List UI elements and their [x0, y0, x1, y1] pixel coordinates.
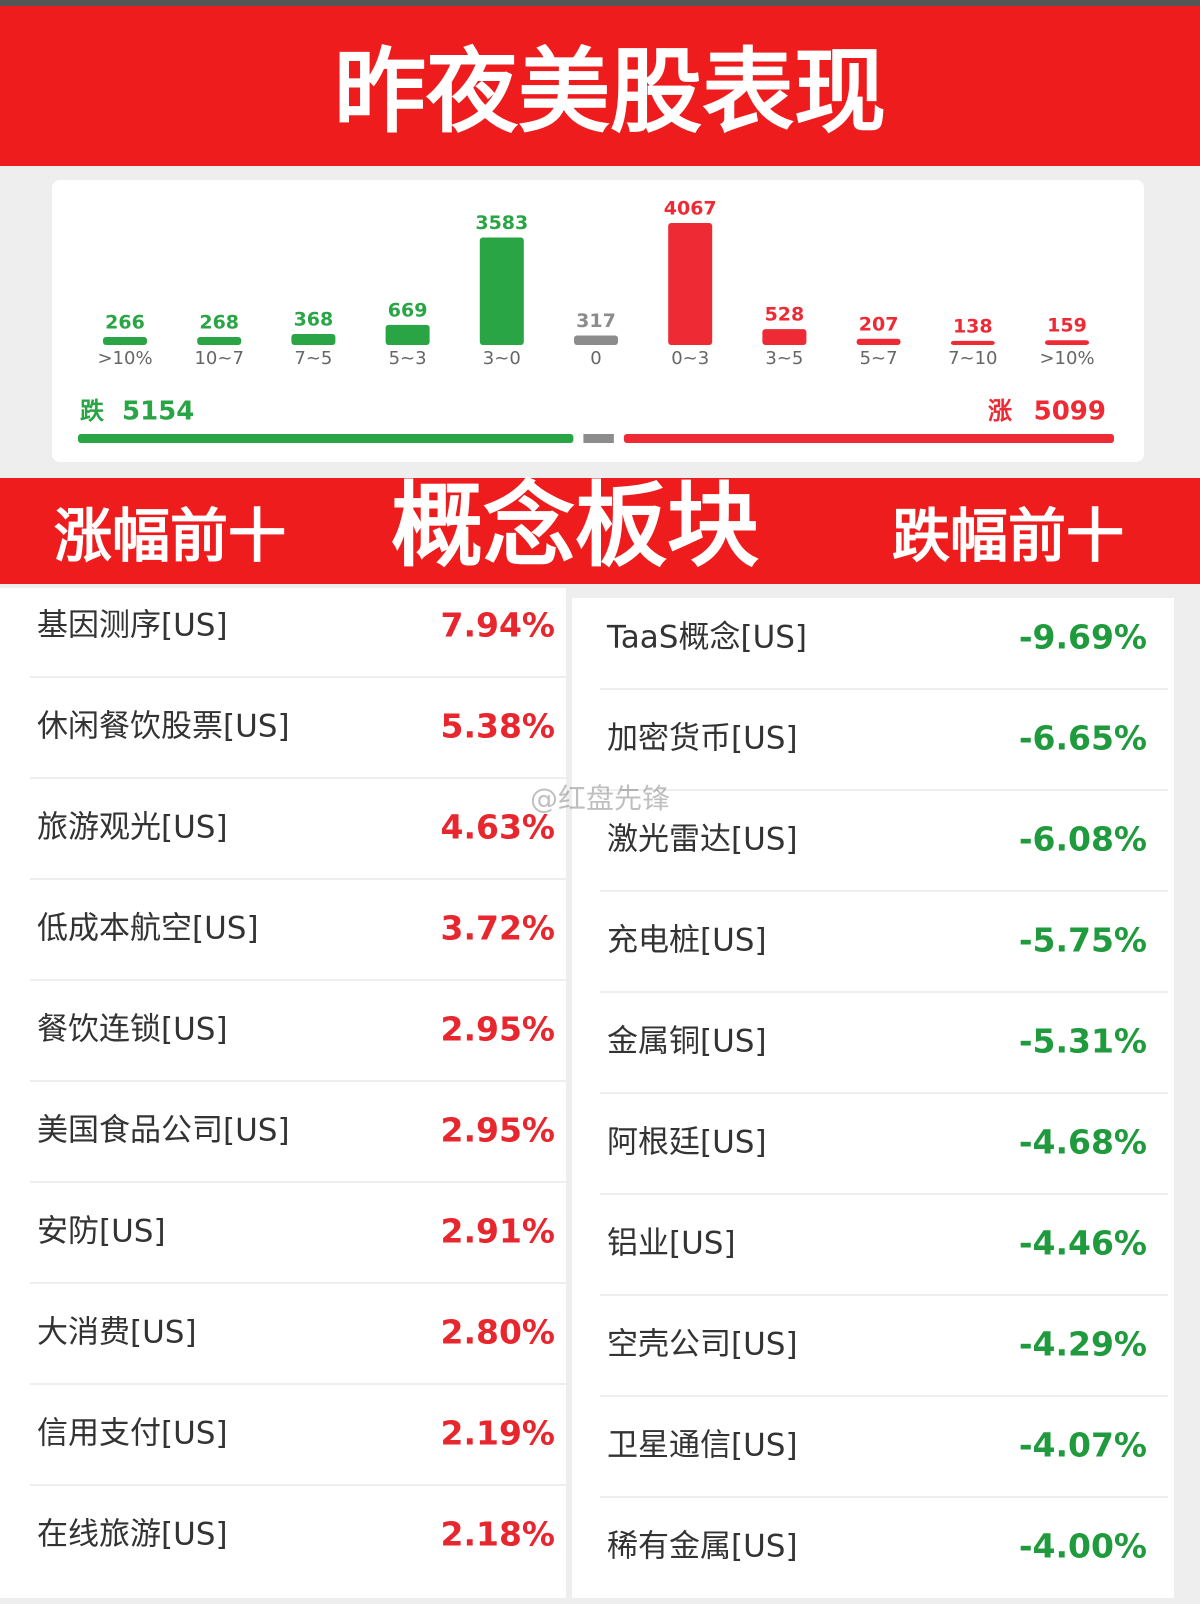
concept-name: 旅游观光[US]	[37, 810, 228, 846]
category-label: 7~5	[294, 348, 332, 369]
concept-name: 信用支付[US]	[37, 1416, 228, 1452]
category-label: 3~5	[765, 348, 803, 369]
bar	[762, 329, 807, 345]
value-label: 268	[199, 311, 239, 333]
concept-change: 4.63%	[441, 808, 556, 847]
value-label: 159	[1047, 315, 1087, 337]
concept-change: 2.95%	[441, 1010, 556, 1049]
value-label: 669	[388, 299, 428, 321]
bar	[103, 337, 147, 345]
concept-change: -4.00%	[1019, 1527, 1147, 1566]
concept-change: -6.08%	[1019, 820, 1147, 859]
rise-count: 5099	[1034, 397, 1106, 427]
value-label: 138	[953, 315, 993, 337]
concept-name: 金属铜[US]	[607, 1024, 767, 1060]
concept-name: 空壳公司[US]	[607, 1327, 798, 1363]
concept-name: 加密货币[US]	[607, 721, 798, 757]
page-title: 昨夜美股表现	[334, 38, 886, 145]
section-right: 跌幅前十	[892, 502, 1124, 570]
bar	[950, 340, 995, 345]
category-label: 5~7	[860, 348, 898, 369]
concept-name: 稀有金属[US]	[607, 1529, 798, 1565]
bar	[1045, 340, 1089, 345]
concept-change: 7.94%	[441, 606, 556, 645]
concept-change: -4.07%	[1019, 1426, 1147, 1465]
concept-name: 休闲餐饮股票[US]	[37, 709, 290, 745]
concept-change: 2.18%	[441, 1515, 556, 1554]
losers-panel	[572, 598, 1174, 1598]
rise-bar	[623, 434, 1114, 443]
section-center: 概念板块	[391, 472, 759, 579]
value-label: 528	[765, 304, 805, 326]
concept-name: 阿根廷[US]	[607, 1125, 767, 1161]
category-label: 5~3	[389, 348, 427, 369]
concept-name: 安防[US]	[37, 1214, 166, 1250]
concept-name: 美国食品公司[US]	[37, 1113, 290, 1149]
value-label: 4067	[664, 198, 717, 220]
concept-change: 5.38%	[441, 707, 556, 746]
title-band	[0, 6, 1200, 166]
concept-name: 卫星通信[US]	[607, 1428, 798, 1464]
category-label: 7~10	[948, 348, 997, 369]
fall-label: 跌	[80, 397, 105, 425]
concept-name: 在线旅游[US]	[37, 1517, 228, 1553]
concept-change: -5.31%	[1019, 1022, 1147, 1061]
concept-change: 2.19%	[441, 1414, 556, 1453]
concept-name: TaaS概念[US]	[606, 620, 807, 656]
value-label: 266	[105, 312, 145, 334]
chart-card	[52, 180, 1144, 462]
bar	[385, 324, 430, 345]
fall-bar	[78, 434, 574, 443]
value-label: 207	[859, 313, 899, 335]
concept-name: 激光雷达[US]	[607, 822, 798, 858]
rise-label: 涨	[988, 397, 1012, 425]
concept-name: 充电桩[US]	[607, 923, 767, 959]
bar	[197, 336, 242, 345]
category-label: >10%	[97, 348, 152, 369]
fall-count: 5154	[122, 397, 194, 427]
category-label: 0	[590, 348, 601, 369]
concept-change: -9.69%	[1019, 618, 1147, 657]
concept-name: 铝业[US]	[607, 1226, 736, 1262]
top-strip	[0, 0, 1200, 6]
concept-change: -5.75%	[1019, 921, 1147, 960]
flat-bar	[583, 434, 614, 443]
bar	[856, 338, 901, 345]
category-label: >10%	[1039, 348, 1094, 369]
concept-name: 大消费[US]	[37, 1315, 197, 1351]
category-label: 3~0	[483, 348, 521, 369]
concept-name: 低成本航空[US]	[37, 911, 259, 947]
category-label: 0~3	[671, 348, 709, 369]
concept-change: 2.91%	[441, 1212, 556, 1251]
concept-name: 餐饮连锁[US]	[37, 1012, 228, 1048]
concept-change: 2.95%	[441, 1111, 556, 1150]
section-band	[0, 478, 1200, 584]
bar	[291, 333, 336, 345]
bar	[668, 223, 713, 345]
watermark: @红盘先锋	[530, 782, 670, 815]
concept-change: -4.29%	[1019, 1325, 1147, 1364]
value-label: 368	[294, 308, 334, 330]
concept-change: -4.46%	[1019, 1224, 1147, 1263]
bar	[574, 335, 618, 345]
concept-change: 3.72%	[441, 909, 556, 948]
value-label: 317	[576, 310, 616, 332]
value-label: 3583	[475, 212, 528, 234]
section-left: 涨幅前十	[54, 502, 286, 570]
concept-change: -6.65%	[1019, 719, 1147, 758]
bar	[479, 237, 524, 345]
concept-name: 基因测序[US]	[37, 608, 228, 644]
category-label: 10~7	[194, 348, 243, 369]
gainers-panel	[0, 588, 566, 1598]
concept-change: 2.80%	[441, 1313, 556, 1352]
concept-change: -4.68%	[1019, 1123, 1147, 1162]
